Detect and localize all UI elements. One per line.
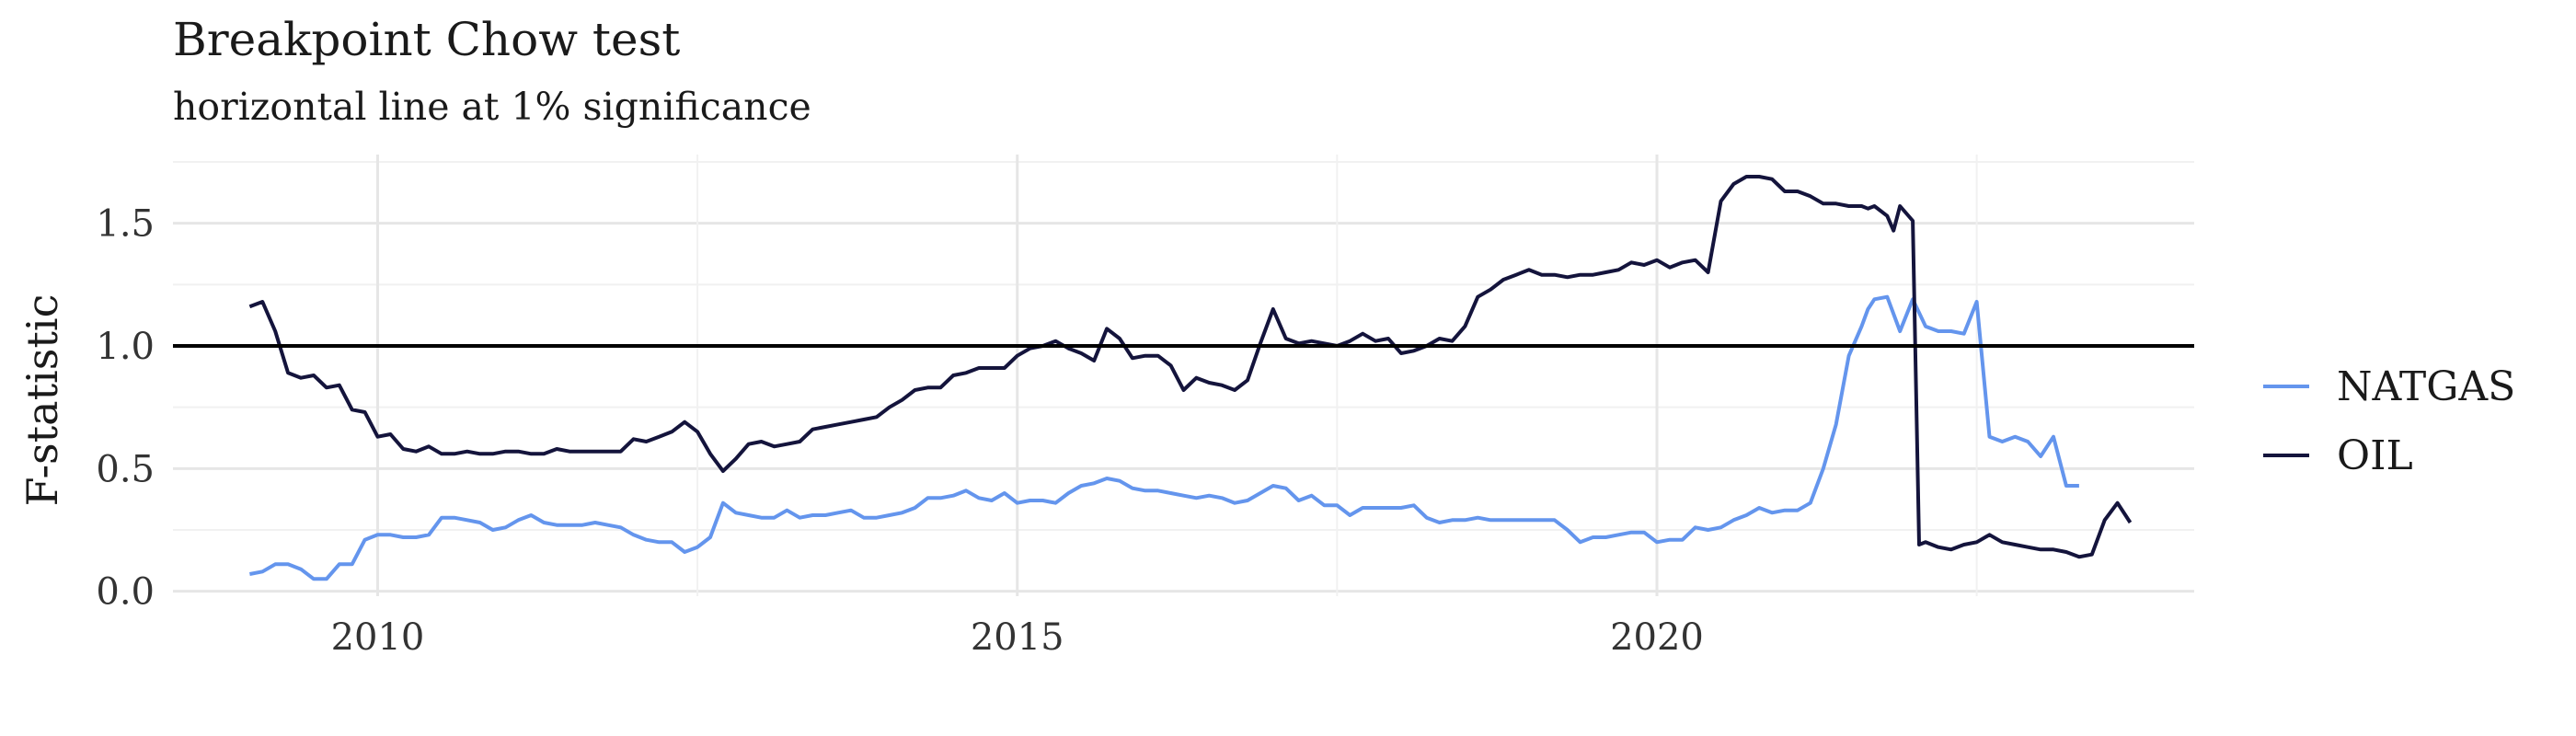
series-line-natgas [249,294,2079,581]
legend-label-oil: OIL [2337,432,2413,479]
y-tick-label: 0.0 [96,571,155,614]
x-tick-label: 2015 [971,616,1064,659]
x-tick-label: 2020 [1610,616,1704,659]
series-group [173,175,2194,581]
tick-labels: 0.0 0.5 1.0 1.5 2010 2015 2020 [96,203,1704,659]
series-line-oil [248,175,2133,559]
x-tick-label: 2010 [331,616,425,659]
legend-label-natgas: NATGAS [2337,363,2515,410]
legend: NATGAS OIL [2263,363,2515,479]
y-tick-label: 0.5 [96,448,155,490]
chart-title: Breakpoint Chow test [173,13,680,66]
y-tick-label: 1.0 [96,326,155,368]
y-tick-label: 1.5 [96,203,155,246]
y-axis-title: F-statistic [17,294,67,507]
chart-subtitle: horizontal line at 1% significance [173,85,811,129]
